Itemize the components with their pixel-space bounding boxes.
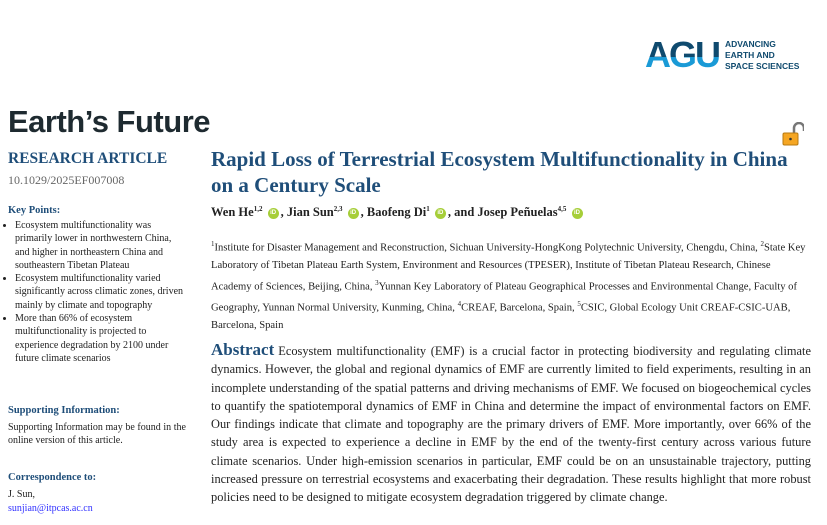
orcid-icon[interactable]: iD	[434, 207, 446, 219]
author-affiliation-sup: 4,5	[557, 205, 567, 213]
abstract-text: Ecosystem multifunctionality (EMF) is a …	[211, 344, 811, 505]
author-separator: ,	[280, 205, 287, 220]
agu-logo: AGU ADVANCING EARTH AND SPACE SCIENCES	[645, 34, 799, 76]
author[interactable]: Josep Peñuelas4,5	[477, 205, 566, 219]
article-type: RESEARCH ARTICLE	[8, 150, 168, 167]
affiliations: 1Institute for Disaster Management and R…	[211, 236, 809, 335]
key-points-heading: Key Points:	[8, 205, 61, 216]
correspondence-name: J. Sun,	[8, 489, 35, 500]
affiliation: Institute for Disaster Management and Re…	[214, 242, 761, 254]
author-name: Jian Sun	[286, 205, 334, 220]
supporting-info-heading: Supporting Information:	[8, 405, 120, 416]
author-name: Josep Peñuelas	[477, 205, 558, 220]
doi[interactable]: 10.1029/2025EF007008	[8, 173, 125, 187]
author-affiliation-sup: 1,2	[253, 205, 263, 213]
article-title: Rapid Loss of Terrestrial Ecosystem Mult…	[211, 147, 788, 197]
agu-logo-mark: AGU	[645, 34, 721, 75]
affiliation: State Key Laboratory of Tibetan Plateau …	[211, 242, 806, 293]
tagline-line: SPACE SCIENCES	[725, 60, 800, 71]
affiliation-number: 2	[760, 240, 764, 248]
author-separator: ,	[360, 205, 367, 220]
author-name: Wen He	[211, 205, 254, 220]
author[interactable]: Baofeng Di1	[367, 205, 430, 219]
affiliation-number: 5	[577, 299, 581, 308]
affiliation: Yunnan Key Laboratory of Plateau Geograp…	[211, 281, 798, 314]
orcid-icon[interactable]: iD	[347, 207, 359, 219]
correspondence-heading: Correspondence to:	[8, 472, 97, 483]
affiliation-number: 3	[375, 278, 379, 287]
author-separator: , and	[447, 205, 478, 220]
orcid-icon[interactable]: iD	[267, 207, 279, 219]
key-point: Ecosystem multifunctionality varied sign…	[15, 272, 187, 312]
supporting-info-text: Supporting Information may be found in t…	[8, 422, 186, 447]
author-affiliation-sup: 1	[426, 205, 430, 213]
key-point: More than 66% of ecosystem multifunction…	[15, 312, 187, 365]
affiliation: CREAF, Barcelona, Spain,	[461, 302, 578, 314]
key-points-list: Ecosystem multifunctionality was primari…	[0, 219, 187, 365]
tagline-line: ADVANCING	[725, 38, 776, 49]
open-lock-icon	[782, 122, 804, 146]
key-point: Ecosystem multifunctionality was primari…	[15, 219, 187, 272]
author-name: Baofeng Di	[366, 205, 427, 220]
author[interactable]: Wen He1,2	[211, 205, 262, 219]
orcid-icon[interactable]: iD	[571, 207, 583, 219]
affiliation-number: 4	[457, 299, 462, 308]
author[interactable]: Jian Sun2,3	[287, 205, 343, 219]
abstract-heading: Abstract	[211, 340, 275, 359]
author-list: Wen He1,2 iD, Jian Sun2,3 iD, Baofeng Di…	[211, 205, 585, 220]
abstract: Abstract Ecosystem multifunctionality (EM…	[211, 340, 811, 507]
affiliation: CSIC, Global Ecology Unit CREAF-CSIC-UAB…	[211, 302, 791, 331]
author-affiliation-sup: 2,3	[333, 205, 343, 213]
tagline-line: EARTH AND	[725, 49, 775, 60]
correspondence-email-link[interactable]: sunjian@itpcas.ac.cn	[8, 503, 93, 514]
journal-title: Earth’s Future	[8, 104, 211, 139]
affiliation-number: 1	[211, 240, 215, 248]
agu-tagline: ADVANCING EARTH AND SPACE SCIENCES	[725, 39, 799, 72]
